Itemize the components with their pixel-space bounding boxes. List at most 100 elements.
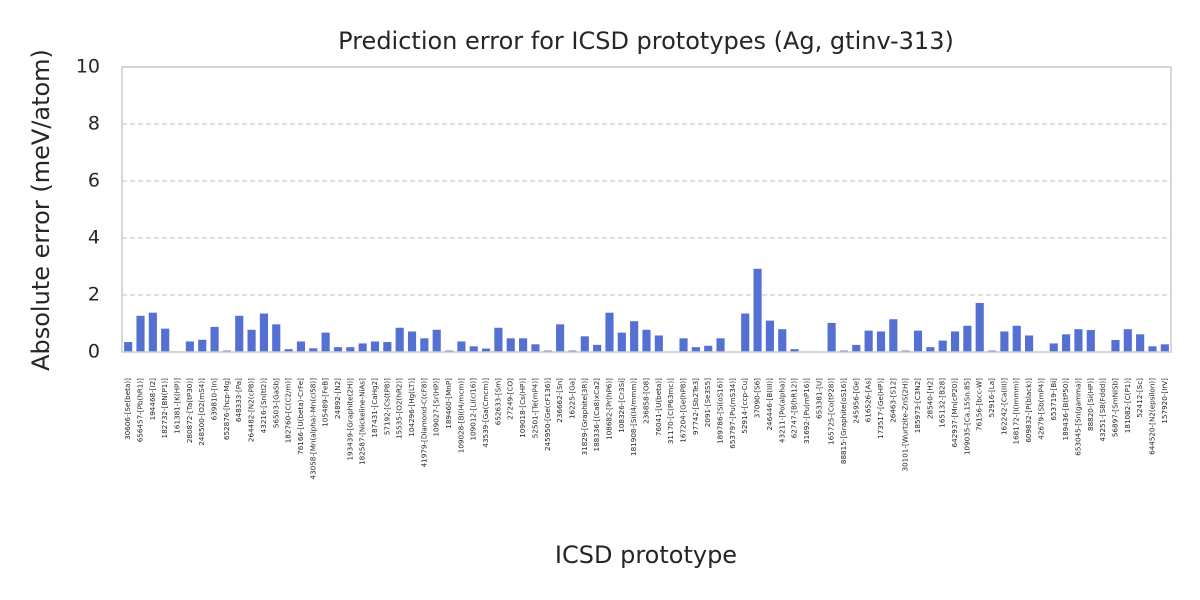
x-tick-label: 245950-[Ge(cF136)] (543, 378, 552, 451)
x-tick-label: 62747-[B(hR12)] (790, 378, 799, 438)
x-tick-label: 161381-[K(HP)] (173, 378, 182, 434)
bar (148, 312, 157, 352)
bar (753, 268, 762, 352)
bar (272, 324, 281, 352)
x-tick-label: 37090-[S6] (753, 378, 762, 418)
x-tick-label: 189460-[MnP] (444, 378, 453, 429)
x-tick-label: 109018-[Cs(HP)] (518, 378, 527, 438)
bar (284, 349, 293, 352)
x-tick-label: 88820-[Si(HP)] (1086, 378, 1095, 431)
x-tick-label: 189436-[B(tP50)] (1061, 378, 1070, 441)
bar (605, 312, 614, 352)
x-tick-label: 97742-[Sb2Te3] (691, 378, 700, 435)
x-tick-label: 76041-[U(beta)] (654, 378, 663, 436)
x-tick-label: 76156-[bcc-W] (975, 378, 984, 431)
bar (432, 329, 441, 352)
bar (642, 329, 651, 352)
x-tick-label: 2091-[Se3S5] (703, 378, 712, 427)
x-tick-label: 27249-[CO] (506, 378, 515, 420)
x-tick-label: 245956-[Ge] (851, 378, 860, 424)
x-tick-label: 168172-[I(Immm)] (1012, 378, 1021, 445)
bar (1049, 343, 1058, 352)
x-tick-label: 182587-[Nickeline-NiAs] (358, 378, 367, 465)
x-tick-label: 194468-[I2] (148, 378, 157, 421)
x-tick-label: 162242-[Ca(III)] (999, 378, 1008, 435)
bar (778, 329, 787, 352)
x-tick-label: 31692-[Pu(mP16)] (802, 378, 811, 444)
x-tick-label: 43211-[Po(alpha)] (777, 378, 786, 443)
x-tick-label: 246446-[B(III)] (765, 378, 774, 431)
bar (1148, 346, 1157, 352)
bar (506, 338, 515, 352)
x-tick-label: 236858-[O8] (642, 378, 651, 424)
y-tick-label: 0 (88, 341, 100, 363)
bar (531, 344, 540, 352)
bar (457, 341, 466, 352)
y-tick-label: 6 (88, 170, 100, 192)
bar (864, 330, 873, 352)
bar (333, 347, 343, 352)
bar (741, 313, 750, 352)
x-tick-label: 26463-[S12] (888, 378, 897, 423)
bar (407, 331, 417, 352)
bar (1000, 331, 1009, 352)
bar (593, 344, 602, 352)
bar (617, 332, 626, 352)
x-tick-label: 43251-[S8(Fddd)] (1098, 378, 1107, 442)
bar (1062, 334, 1071, 352)
bar (198, 339, 207, 352)
x-tick-label: 648333-[Pa] (234, 378, 243, 422)
bar (704, 345, 713, 352)
x-tick-label: 248500-[O2(mS4)] (197, 378, 206, 446)
x-tick-label: 108326-[Cr3Si] (617, 378, 626, 433)
x-tick-label: 642937-[Mn(cP20)] (950, 378, 959, 448)
x-tick-label: 109012-[Li(cI16)] (469, 378, 478, 441)
bar (679, 338, 688, 352)
bar (136, 315, 145, 352)
x-tick-label: 656457-[Pb(hR1)] (136, 378, 145, 442)
x-tick-label: 15535-[O2(hR2)] (395, 378, 404, 439)
x-tick-label: 41979-[Diamond-C(cF8)] (419, 378, 428, 468)
bar (876, 331, 886, 352)
x-tick-label: 185973-[C3N2] (913, 378, 922, 433)
x-tick-label: 28540-[H2] (925, 378, 934, 419)
bar (889, 319, 898, 352)
x-tick-label: 653045-[Sn(gamma)] (1073, 378, 1082, 456)
x-tick-label: 52914-[ccp-Cu] (740, 378, 749, 434)
bar (1074, 329, 1083, 352)
x-tick-label: 31170-[C(P63mc)] (666, 378, 675, 444)
x-tick-label: 16225-[Ga] (567, 378, 576, 419)
x-tick-label: 652876-[hcp-Mg] (222, 378, 231, 440)
x-tick-label: 109027-[Sr(HP)] (432, 378, 441, 437)
bar (519, 338, 528, 352)
bar (556, 324, 565, 352)
x-tick-label: 182732-[BN(P1)] (160, 378, 169, 439)
chart-title: Prediction error for ICSD prototypes (Ag… (338, 27, 954, 55)
x-tick-label: 56897-[SmNiSb] (1110, 378, 1119, 437)
x-tick-label: 52412-[Sc] (1135, 378, 1144, 418)
bar (259, 313, 268, 352)
x-tick-label: 43216-[Sn(tI2)] (259, 378, 268, 433)
x-tick-label: 188336-[(Ca8)xCa2] (592, 378, 601, 452)
bar (161, 328, 170, 352)
bar (975, 302, 984, 352)
x-tick-label: 609832-[P(black)] (1024, 378, 1033, 443)
bar (395, 327, 404, 352)
bar (370, 341, 380, 352)
x-tick-label: 653381-[U] (814, 378, 823, 419)
bar (124, 342, 133, 352)
x-tick-label: 42679-[Sb(mP4)] (1036, 378, 1045, 440)
x-tick-label: 653797-[Pu(mS34)] (728, 378, 737, 449)
bar (469, 346, 478, 352)
bar (852, 344, 861, 352)
x-tick-label: 30606-[Se(beta)] (123, 378, 132, 440)
x-tick-label: 165132-[B28] (938, 378, 947, 428)
x-tick-label: 108682-[Pr(hP6)] (604, 378, 613, 440)
x-tick-label: 652633-[Sm] (493, 378, 502, 425)
x-tick-label: 236662-[Sn] (555, 378, 564, 423)
x-tick-label: 644520-[N2(epsilon)] (1147, 378, 1156, 455)
x-tick-label: 653719-[Bi] (1049, 378, 1058, 421)
bar (346, 347, 355, 352)
x-tick-label: 88815-[Graphite(oS16)] (839, 378, 848, 464)
